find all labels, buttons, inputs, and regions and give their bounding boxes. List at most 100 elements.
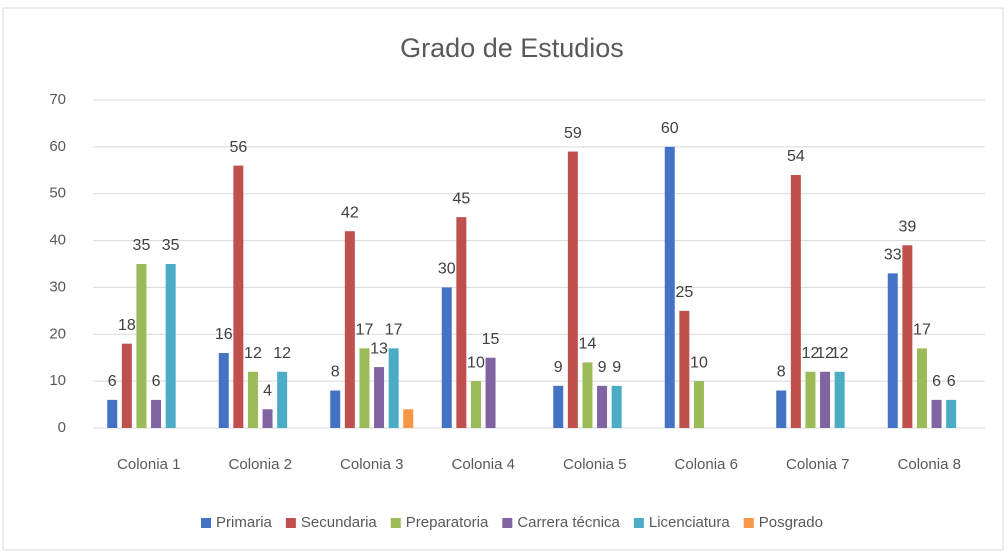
data-label: 12	[816, 345, 834, 362]
data-label: 18	[118, 317, 136, 334]
x-tick-label: Colonia 4	[452, 456, 515, 473]
data-label: 6	[152, 373, 161, 390]
bar	[582, 362, 593, 428]
data-label: 13	[370, 340, 388, 357]
bar	[790, 174, 801, 428]
data-label: 17	[385, 322, 403, 339]
chart-title: Grado de Estudios	[400, 33, 624, 63]
data-label: 25	[675, 284, 693, 301]
y-tick-label: 10	[49, 372, 66, 389]
legend-swatch	[743, 518, 754, 528]
legend-swatch	[633, 518, 644, 528]
data-label: 15	[482, 331, 500, 348]
bar	[805, 371, 816, 428]
bar	[165, 264, 176, 428]
y-tick-label: 60	[49, 138, 66, 155]
bar	[151, 399, 162, 428]
y-tick-label: 40	[49, 232, 66, 249]
data-label: 10	[467, 354, 485, 371]
legend-swatch	[502, 518, 513, 528]
legend-label: Preparatoria	[406, 514, 489, 531]
data-label: 8	[777, 364, 786, 381]
bar	[121, 343, 132, 428]
bar	[931, 399, 942, 428]
data-label: 17	[913, 322, 931, 339]
legend-swatch	[201, 518, 212, 528]
data-label: 54	[787, 148, 805, 165]
x-tick-label: Colonia 7	[786, 456, 849, 473]
data-label: 4	[263, 382, 272, 399]
data-label: 45	[452, 190, 470, 207]
x-tick-label: Colonia 8	[898, 456, 961, 473]
bar	[679, 310, 690, 428]
data-label: 10	[690, 354, 708, 371]
legend-swatch	[285, 518, 296, 528]
bar	[553, 385, 564, 428]
x-tick-label: Colonia 3	[340, 456, 403, 473]
data-label: 39	[898, 218, 916, 235]
data-label: 14	[579, 336, 597, 353]
legend-label: Licenciatura	[649, 514, 731, 531]
bar	[470, 381, 481, 428]
bar	[441, 287, 452, 428]
y-tick-label: 30	[49, 278, 66, 295]
bar	[693, 381, 704, 428]
y-tick-label: 0	[58, 419, 66, 436]
data-label: 56	[229, 139, 247, 156]
data-label: 30	[438, 261, 456, 278]
bar	[664, 146, 675, 428]
bar	[567, 151, 578, 429]
x-tick-label: Colonia 2	[229, 456, 292, 473]
data-label: 35	[162, 237, 180, 254]
bar	[485, 357, 496, 428]
bar	[946, 399, 957, 428]
data-label: 35	[133, 237, 151, 254]
legend-label: Posgrado	[759, 514, 823, 531]
bar	[359, 348, 370, 428]
bar	[403, 409, 414, 428]
x-tick-label: Colonia 6	[675, 456, 738, 473]
y-tick-label: 20	[49, 325, 66, 342]
data-label: 6	[108, 373, 117, 390]
data-label: 8	[331, 364, 340, 381]
data-label: 60	[661, 120, 679, 137]
data-label: 42	[341, 204, 359, 221]
data-label: 12	[831, 345, 849, 362]
data-label: 12	[273, 345, 291, 362]
bar	[107, 399, 118, 428]
bar	[902, 245, 913, 428]
data-label: 33	[884, 247, 902, 264]
bar	[218, 353, 229, 428]
bar	[388, 348, 399, 428]
bar	[776, 390, 787, 428]
x-tick-label: Colonia 5	[563, 456, 626, 473]
data-label: 9	[554, 359, 563, 376]
bar	[456, 217, 467, 428]
legend-label: Secundaria	[301, 514, 378, 531]
bar	[247, 371, 258, 428]
data-label: 9	[598, 359, 607, 376]
legend-label: Carrera técnica	[517, 514, 620, 531]
x-tick-label: Colonia 1	[117, 456, 180, 473]
bar	[611, 385, 622, 428]
y-tick-label: 70	[49, 91, 66, 108]
bar	[887, 273, 898, 428]
legend-swatch	[390, 518, 401, 528]
data-label: 16	[215, 326, 233, 343]
bar	[277, 371, 288, 428]
bar	[136, 264, 147, 428]
legend-label: Primaria	[216, 514, 272, 531]
bar	[330, 390, 341, 428]
data-label: 59	[564, 125, 582, 142]
data-label: 6	[947, 373, 956, 390]
data-label: 12	[244, 345, 262, 362]
data-label: 6	[932, 373, 941, 390]
bar	[262, 409, 273, 428]
data-label: 17	[356, 322, 374, 339]
bar	[344, 231, 355, 428]
bar	[233, 165, 244, 428]
bar	[834, 371, 845, 428]
bar	[820, 371, 831, 428]
y-tick-label: 50	[49, 185, 66, 202]
